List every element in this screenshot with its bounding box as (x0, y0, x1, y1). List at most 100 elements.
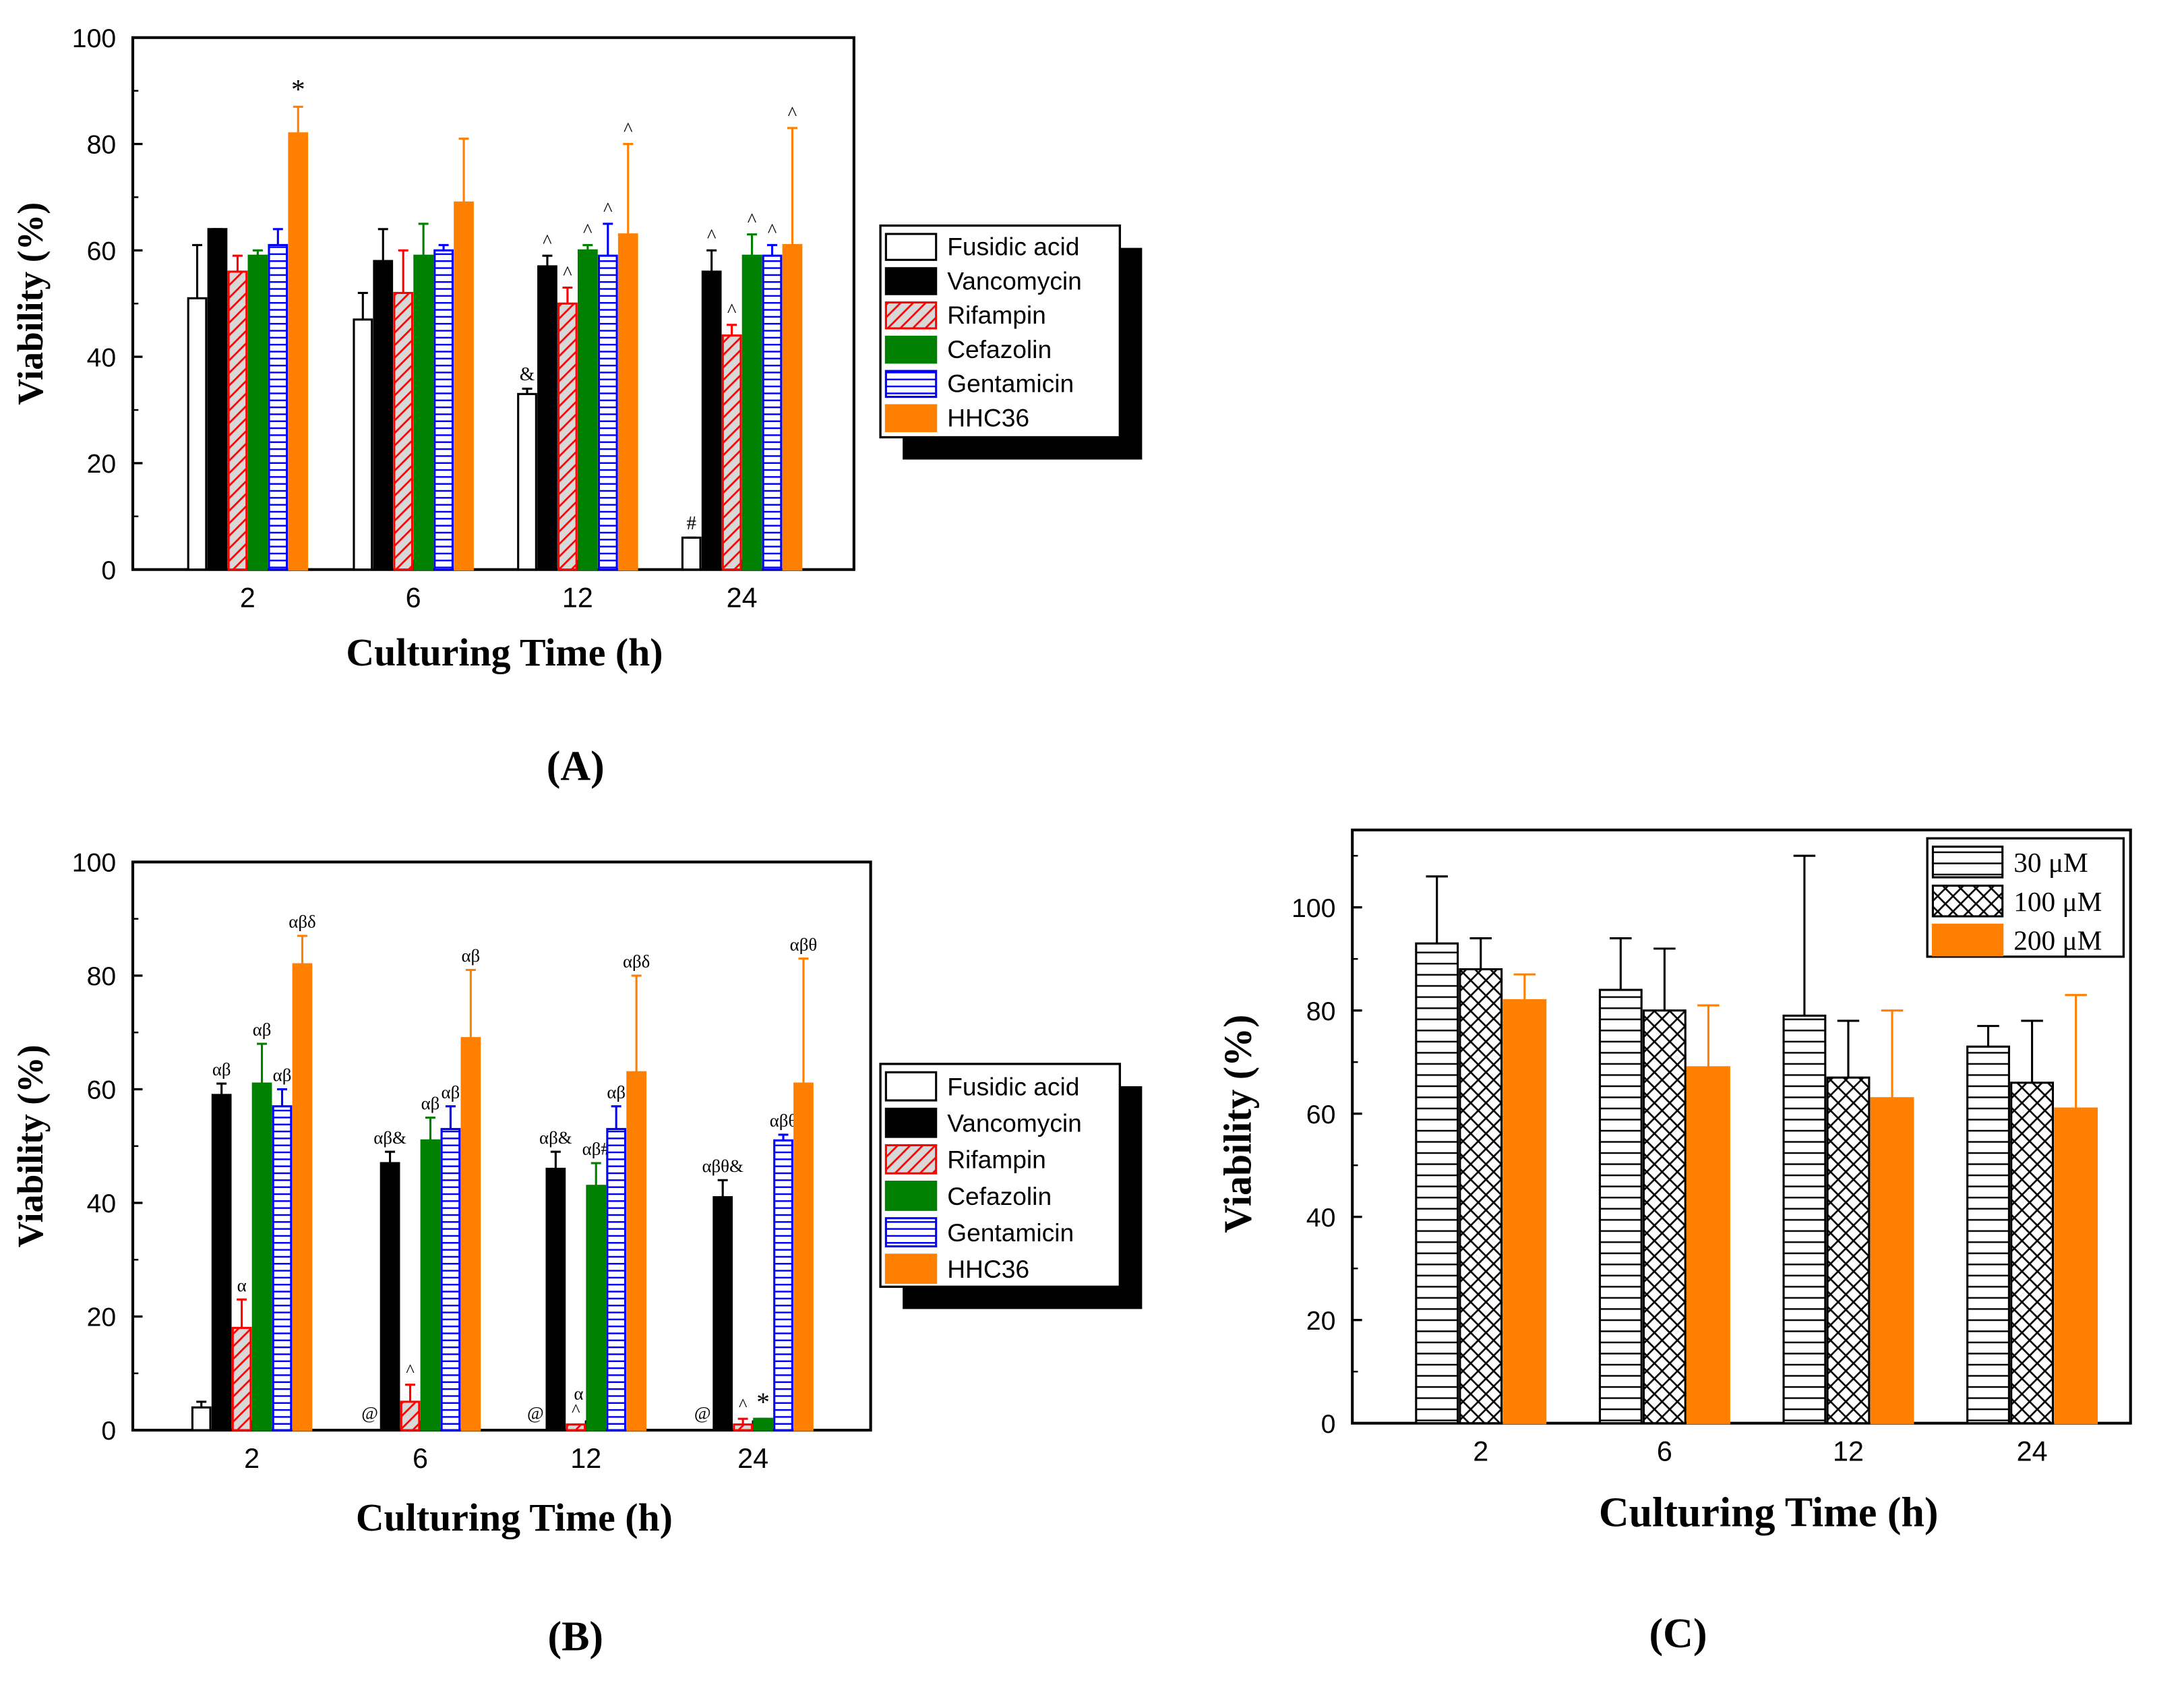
legend-swatch-fusidic-acid (884, 233, 938, 261)
chart-panel-a: 0 20 40 60 80 100 2 * 6 12 & ^ ^ ^ ^ ^ 24 # ^ ^ ^ ^ ^ Viability… (10, 24, 1143, 790)
x-tick-label: 6 (413, 1443, 428, 1474)
bar-cefazolin-12h (577, 249, 598, 571)
significance-mark: αβ (462, 945, 481, 966)
x-tick-label: 12 (570, 1443, 601, 1474)
significance-mark: αβθ (770, 1110, 797, 1130)
y-tick-label: 100 (72, 848, 116, 878)
legend-swatch-200-um (1931, 923, 2004, 957)
chart-panel-b: 0204060801002αβααβαβαβδ6@αβ&^αβαβαβ12@αβ… (10, 848, 1143, 1659)
x-tick-label: 2 (244, 1443, 260, 1474)
legend: Fusidic acid Vancomycin Rifampin Cefazolin G… (879, 1063, 1143, 1309)
legend-label-rifampin: Rifampin (947, 1146, 1046, 1174)
significance-mark: & (520, 363, 535, 385)
bar-fusidic-acid-2h (187, 297, 208, 571)
bar-vancomycin-24h (712, 1196, 733, 1431)
legend-label-100-um: 100 μM (2013, 886, 2102, 917)
y-tick-label: 40 (1306, 1203, 1336, 1233)
significance-mark: ^ (727, 299, 737, 321)
x-axis-label: Culturing Time (h) (356, 1496, 673, 1539)
y-axis-label: Viability (%) (1215, 1015, 1259, 1233)
y-axis-label: Viability (%) (10, 1044, 51, 1247)
y-tick-label: 100 (1292, 893, 1335, 923)
legend-label-200-um: 200 μM (2013, 925, 2102, 956)
bar-gentamicin-12h (606, 1127, 627, 1431)
x-tick-label: 24 (737, 1443, 768, 1474)
legend-swatch-hhc36 (884, 1253, 938, 1284)
significance-mark: αβ& (539, 1127, 572, 1148)
legend-swatch-30-um (1931, 846, 2004, 879)
legend-label-vancomycin: Vancomycin (947, 1109, 1082, 1137)
significance-mark: αβθ& (702, 1156, 744, 1176)
panel-caption: (B) (547, 1614, 603, 1659)
significance-mark: αβδ (289, 912, 315, 932)
significance-mark-extra: α (574, 1384, 583, 1404)
significance-mark: ^ (707, 225, 717, 247)
y-tick-label: 80 (87, 130, 117, 160)
bar-200-um-2h (1503, 999, 1547, 1425)
bar-hhc36-24h (793, 1082, 814, 1431)
legend: Fusidic acid Vancomycin Rifampin Cefazolin G… (879, 224, 1143, 460)
significance-mark: αβ& (373, 1127, 406, 1148)
x-tick-label: 6 (1657, 1436, 1672, 1467)
bar-hhc36-24h (782, 243, 803, 571)
bar-hhc36-12h (617, 233, 638, 571)
significance-mark: αβδ (623, 951, 650, 972)
legend-swatch-gentamicin (884, 1217, 938, 1247)
bar-vancomycin-6h (373, 260, 394, 571)
bar-30-um-24h (1966, 1045, 2010, 1425)
plot-area (1351, 828, 2132, 1425)
bar-30-um-12h (1782, 1014, 1827, 1425)
significance-mark: ^ (788, 102, 797, 124)
legend-label-rifampin: Rifampin (947, 301, 1046, 329)
legend-label-30-um: 30 μM (2013, 847, 2088, 878)
panel-caption: (C) (1649, 1611, 1707, 1657)
y-tick-label: 80 (1306, 997, 1336, 1026)
significance-mark: α (237, 1275, 247, 1295)
significance-mark: ^ (543, 231, 552, 252)
bar-100-um-12h (1826, 1076, 1871, 1425)
bar-rifampin-6h (393, 291, 414, 571)
significance-mark: αβ (253, 1019, 272, 1040)
significance-mark: ^ (768, 220, 777, 241)
y-tick-label: 100 (72, 24, 116, 53)
y-tick-label: 20 (1306, 1306, 1336, 1336)
bar-100-um-24h (2010, 1082, 2055, 1425)
x-tick-label: 6 (406, 582, 421, 613)
significance-mark: αβ (607, 1082, 626, 1102)
significance-mark: ^ (563, 262, 572, 284)
legend-label-fusidic-acid: Fusidic acid (947, 1072, 1079, 1100)
bar-cefazolin-6h (420, 1139, 441, 1431)
bar-cefazolin-24h (753, 1417, 773, 1431)
legend-swatch-vancomycin (884, 1107, 938, 1138)
bar-hhc36-2h (292, 963, 313, 1431)
bar-rifampin-2h (227, 270, 248, 571)
legend-label-cefazolin: Cefazolin (947, 1182, 1052, 1210)
significance-mark: ^ (624, 119, 633, 140)
y-tick-label: 60 (87, 236, 117, 266)
bar-200-um-6h (1686, 1066, 1730, 1425)
legend-label-hhc36: HHC36 (947, 403, 1029, 432)
x-tick-label: 12 (562, 582, 593, 613)
significance-mark: @ (361, 1403, 378, 1423)
bar-fusidic-acid-6h (353, 318, 373, 571)
significance-mark: ^ (748, 209, 757, 231)
significance-mark: αβ (442, 1082, 460, 1102)
significance-mark: αβ (273, 1065, 292, 1085)
bar-rifampin-2h (231, 1326, 252, 1431)
legend-label-gentamicin: Gentamicin (947, 369, 1074, 398)
x-tick-label: 24 (2017, 1436, 2048, 1467)
significance-mark: # (686, 512, 696, 534)
bar-cefazolin-24h (741, 254, 762, 571)
legend-swatch-100-um (1931, 884, 2004, 918)
legend-swatch-cefazolin (884, 1181, 938, 1211)
x-tick-label: 24 (727, 582, 758, 613)
bar-gentamicin-12h (597, 254, 618, 571)
legend-swatch-gentamicin (884, 369, 938, 398)
significance-mark: @ (694, 1403, 711, 1423)
bar-gentamicin-24h (762, 254, 783, 571)
significance-mark: * (756, 1388, 770, 1417)
y-tick-label: 20 (87, 1303, 117, 1332)
significance-mark: ^ (583, 220, 593, 241)
x-tick-label: 12 (1833, 1436, 1864, 1467)
bar-hhc36-6h (460, 1037, 481, 1431)
